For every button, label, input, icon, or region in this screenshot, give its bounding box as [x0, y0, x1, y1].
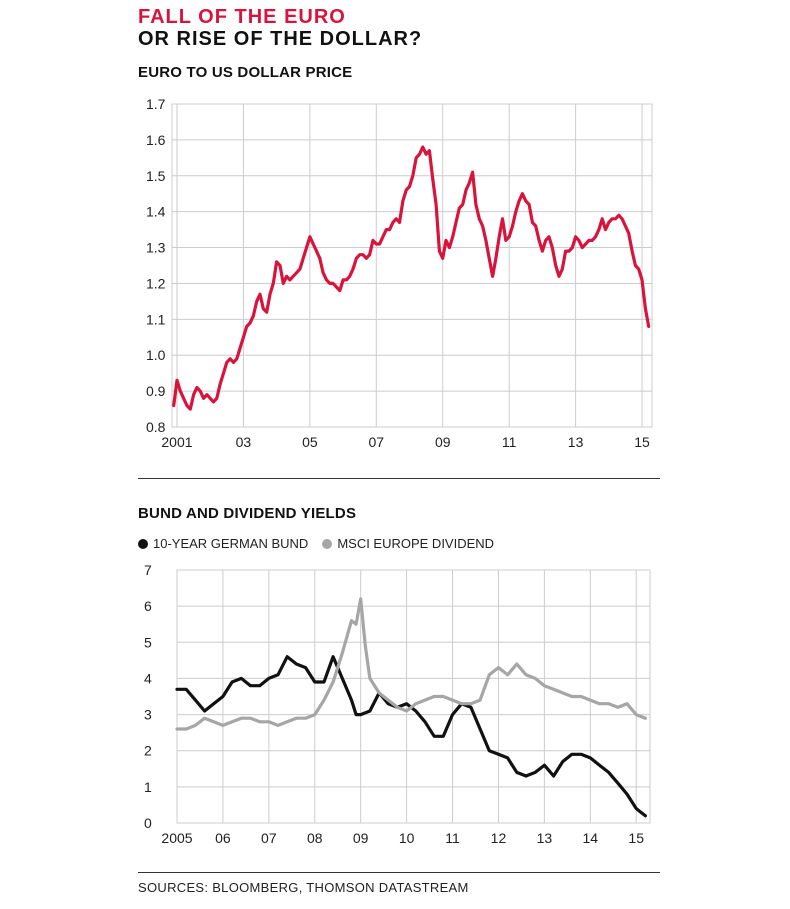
- y-tick-label: 7: [144, 562, 152, 578]
- x-tick-label: 06: [215, 830, 231, 846]
- y-tick-label: 5: [144, 634, 152, 650]
- x-tick-label: 2001: [161, 434, 192, 450]
- plot-frame: [171, 103, 653, 428]
- dividend-legend-dot-icon: [322, 538, 333, 549]
- x-tick-label: 11: [502, 434, 517, 450]
- x-tick-label: 11: [445, 830, 460, 846]
- yields-chart-title: BUND AND DIVIDEND YIELDS: [138, 505, 357, 522]
- legend-label-dividend: MSCI EUROPE DIVIDEND: [337, 536, 495, 551]
- x-tick-label: 13: [568, 434, 584, 450]
- y-tick-label: 0.9: [146, 383, 166, 399]
- y-tick-label: 1.3: [146, 240, 166, 256]
- footer-divider: [138, 872, 660, 873]
- x-tick-label: 14: [583, 830, 599, 846]
- headline-line-1: FALL OF THE EURO: [138, 6, 346, 28]
- euro-usd-series-line: [172, 145, 651, 411]
- x-tick-label: 12: [491, 830, 507, 846]
- y-tick-label: 1.2: [146, 275, 166, 291]
- bund-legend-dot-icon: [138, 538, 148, 549]
- bund-yield-series-line: [175, 655, 648, 818]
- y-tick-label: 1.5: [146, 168, 166, 184]
- y-tick-label: 0.8: [146, 419, 166, 435]
- y-tick-label: 6: [144, 598, 152, 614]
- y-tick-label: 4: [144, 670, 152, 686]
- y-tick-label: 3: [144, 707, 152, 723]
- x-tick-label: 03: [236, 434, 252, 450]
- x-tick-label: 09: [353, 830, 369, 846]
- y-tick-label: 1.4: [146, 204, 166, 220]
- y-tick-label: 1.1: [146, 311, 166, 327]
- dividend-yield-series-line: [175, 597, 648, 731]
- sources-note: SOURCES: BLOOMBERG, THOMSON DATASTREAM: [138, 880, 469, 895]
- x-tick-label: 07: [261, 830, 277, 846]
- yields-legend: 10-YEAR GERMAN BUND MSCI EUROPE DIVIDEND: [138, 536, 494, 551]
- y-tick-label: 1.7: [146, 96, 166, 112]
- x-tick-label: 15: [634, 434, 650, 450]
- x-tick-label: 05: [302, 434, 318, 450]
- legend-item-dividend: MSCI EUROPE DIVIDEND: [322, 536, 494, 551]
- x-tick-label: 15: [628, 830, 644, 846]
- y-tick-label: 0: [144, 815, 152, 831]
- headline-line-2: OR RISE OF THE DOLLAR?: [138, 28, 423, 50]
- x-tick-label: 2005: [161, 830, 192, 846]
- y-tick-label: 1.6: [146, 132, 166, 148]
- x-tick-label: 10: [399, 830, 415, 846]
- x-tick-label: 09: [435, 434, 451, 450]
- y-tick-label: 2: [144, 743, 152, 759]
- section-divider: [138, 478, 660, 479]
- x-tick-label: 08: [307, 830, 323, 846]
- x-tick-label: 13: [537, 830, 553, 846]
- x-tick-label: 07: [369, 434, 385, 450]
- legend-label-bund: 10-YEAR GERMAN BUND: [153, 536, 309, 551]
- legend-item-bund: 10-YEAR GERMAN BUND: [138, 536, 308, 551]
- y-tick-label: 1: [144, 779, 152, 795]
- euro-chart-title: EURO TO US DOLLAR PRICE: [138, 64, 353, 81]
- y-tick-label: 1.0: [146, 347, 166, 363]
